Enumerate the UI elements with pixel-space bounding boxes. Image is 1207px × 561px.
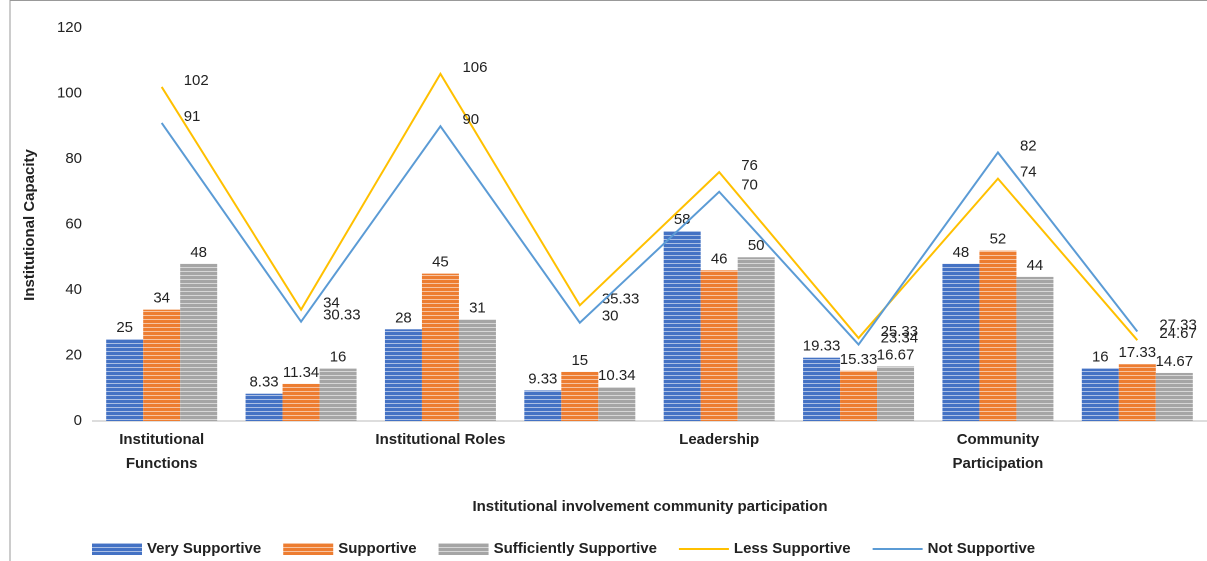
bar bbox=[663, 231, 701, 421]
y-tick-label: 80 bbox=[65, 150, 82, 167]
data-label: 14.67 bbox=[1156, 353, 1194, 370]
line bbox=[160, 71, 1139, 341]
bar bbox=[979, 250, 1017, 421]
bar bbox=[598, 387, 636, 421]
bar bbox=[840, 370, 878, 421]
data-label: 27.33 bbox=[1159, 316, 1197, 333]
data-label: 9.33 bbox=[528, 370, 557, 387]
bar bbox=[737, 257, 775, 421]
data-label: 16 bbox=[330, 349, 347, 366]
data-label: 91 bbox=[184, 108, 201, 125]
y-tick-label: 120 bbox=[57, 19, 82, 36]
bar bbox=[700, 270, 738, 421]
legend-label: Very Supportive bbox=[147, 540, 261, 557]
data-label: 76 bbox=[741, 157, 758, 174]
y-tick-label: 40 bbox=[65, 281, 82, 298]
bar bbox=[143, 309, 181, 421]
data-label: 8.33 bbox=[249, 374, 278, 391]
legend-label: Less Supportive bbox=[734, 540, 851, 557]
bar bbox=[458, 319, 496, 421]
data-label: 46 bbox=[711, 250, 728, 267]
data-label: 74 bbox=[1020, 164, 1037, 181]
y-tick-label: 0 bbox=[74, 412, 82, 429]
data-label: 10.34 bbox=[598, 367, 636, 384]
data-label: 90 bbox=[462, 111, 479, 128]
bar bbox=[524, 390, 562, 421]
bar bbox=[421, 273, 459, 421]
bar bbox=[319, 368, 357, 421]
data-label: 25.33 bbox=[881, 323, 919, 340]
legend-swatch bbox=[438, 543, 489, 555]
data-label: 34 bbox=[323, 295, 340, 312]
data-label: 48 bbox=[953, 244, 970, 261]
y-tick-label: 20 bbox=[65, 346, 82, 363]
y-tick-label: 60 bbox=[65, 215, 82, 232]
y-axis-title: Institutional Capacity bbox=[21, 149, 38, 301]
data-label: 24.67 bbox=[1159, 325, 1197, 342]
legend-label: Sufficiently Supportive bbox=[494, 540, 657, 557]
bar bbox=[245, 393, 283, 421]
data-label: 45 bbox=[432, 254, 449, 271]
bar bbox=[180, 263, 218, 421]
legend-swatch bbox=[283, 543, 334, 555]
data-label: 31 bbox=[469, 299, 486, 316]
legend-label: Supportive bbox=[338, 540, 416, 557]
bar bbox=[942, 263, 980, 421]
bar bbox=[1118, 364, 1156, 421]
data-label: 82 bbox=[1020, 137, 1037, 154]
data-label: 28 bbox=[395, 309, 412, 326]
bar bbox=[803, 357, 841, 421]
data-label: 70 bbox=[741, 177, 758, 194]
bar bbox=[1155, 372, 1193, 421]
data-label: 23.34 bbox=[881, 330, 919, 347]
bar bbox=[877, 366, 915, 421]
bar bbox=[1016, 276, 1054, 421]
legend-swatch bbox=[92, 543, 142, 555]
data-label: 19.33 bbox=[803, 338, 841, 355]
y-tick-label: 100 bbox=[57, 84, 82, 101]
x-tick-label: Leadership bbox=[679, 431, 759, 448]
data-label: 52 bbox=[990, 231, 1007, 248]
data-label: 15.33 bbox=[840, 351, 878, 368]
line bbox=[160, 122, 1139, 347]
x-axis-title: Institutional involvement community part… bbox=[472, 498, 827, 515]
data-label: 17.33 bbox=[1119, 344, 1157, 361]
data-label: 15 bbox=[571, 352, 588, 369]
data-label: 34 bbox=[153, 290, 170, 307]
bar bbox=[282, 383, 320, 421]
data-label: 106 bbox=[462, 59, 487, 76]
data-label: 11.34 bbox=[283, 364, 319, 381]
data-label: 102 bbox=[184, 72, 209, 89]
legend-label: Not Supportive bbox=[928, 540, 1036, 557]
data-label: 25 bbox=[116, 319, 133, 336]
bar bbox=[1081, 368, 1119, 421]
bar bbox=[561, 371, 599, 421]
data-label: 44 bbox=[1027, 257, 1044, 274]
x-tick-label: Institutional Roles bbox=[375, 431, 505, 448]
x-tick-label: Institutional Functions bbox=[119, 431, 204, 472]
data-label: 50 bbox=[748, 237, 765, 254]
data-label: 35.33 bbox=[602, 290, 640, 307]
data-label: 16.67 bbox=[877, 346, 915, 363]
bar bbox=[106, 339, 144, 421]
x-tick-label: Community Participation bbox=[953, 431, 1044, 472]
data-label: 30.33 bbox=[323, 307, 361, 324]
data-label: 16 bbox=[1092, 349, 1109, 366]
bar bbox=[384, 329, 422, 421]
data-label: 30 bbox=[602, 308, 619, 325]
data-label: 48 bbox=[190, 244, 207, 261]
